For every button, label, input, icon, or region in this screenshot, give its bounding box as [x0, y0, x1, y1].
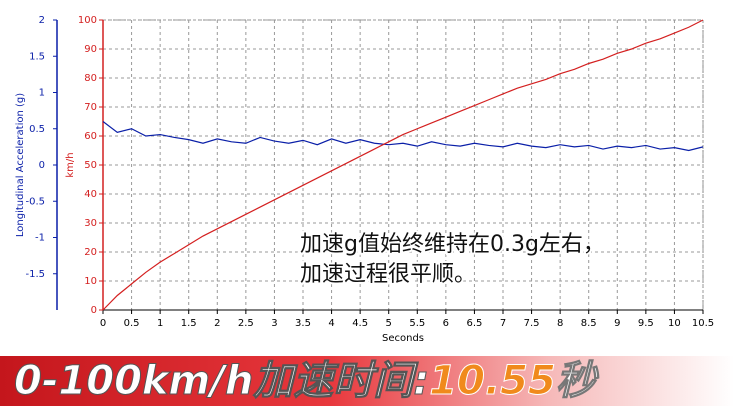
x-tick-label: 9.5	[638, 318, 654, 329]
y-axis-title: Longitudinal Acceleration (g)	[15, 93, 26, 237]
x-tick-label: 1.5	[181, 318, 197, 329]
y2-tick-label: 90	[84, 44, 97, 55]
x-axis-title: Seconds	[382, 333, 424, 344]
annotation: 加速过程很平顺。	[300, 262, 476, 287]
x-tick-label: 10	[668, 318, 681, 329]
banner-label: 0-100km/h加速时间:	[13, 358, 430, 405]
y-tick-label: -1.5	[25, 269, 45, 280]
chart: Longitudinal Acceleration (g) km/h Secon…	[15, 15, 714, 344]
y-tick-label: 2	[39, 15, 45, 26]
y2-tick-label: 80	[84, 73, 97, 84]
x-tick-label: 7	[500, 318, 506, 329]
y-tick-label: -1	[35, 233, 45, 244]
y2-tick-label: 70	[84, 102, 97, 113]
x-tick-label: 1	[157, 318, 163, 329]
x-tick-label: 8	[557, 318, 563, 329]
data-line	[102, 121, 704, 152]
x-tick-label: 10.5	[692, 318, 714, 329]
data-line	[102, 19, 704, 311]
y2-axis-title: km/h	[65, 152, 76, 177]
y2-tick-label: 40	[84, 189, 97, 200]
y2-tick-label: 50	[84, 160, 97, 171]
banner-value: 10.55	[429, 358, 557, 405]
y2-tick-label: 0	[91, 305, 97, 316]
y2-tick-label: 10	[84, 276, 97, 287]
x-tick-label: 5	[386, 318, 392, 329]
x-tick-label: 6	[443, 318, 449, 329]
x-tick-label: 5.5	[409, 318, 425, 329]
x-tick-label: 3	[271, 318, 277, 329]
y2-tick-label: 100	[78, 15, 97, 26]
x-tick-label: 4.5	[352, 318, 368, 329]
banner: 0-100km/h加速时间:10.55秒	[0, 356, 734, 406]
y2-tick-label: 60	[84, 131, 97, 142]
y-tick-label: 1.5	[29, 51, 45, 62]
x-tick-label: 4	[328, 318, 334, 329]
y-tick-label: 0	[39, 160, 45, 171]
y-tick-label: 1	[39, 88, 45, 99]
x-tick-label: 7.5	[524, 318, 540, 329]
y-tick-label: -0.5	[25, 196, 45, 207]
y-tick-label: 0.5	[29, 124, 45, 135]
x-tick-label: 2.5	[238, 318, 254, 329]
x-tick-label: 8.5	[581, 318, 597, 329]
x-tick-label: 0.5	[124, 318, 140, 329]
x-tick-label: 6.5	[466, 318, 482, 329]
y2-tick-label: 20	[84, 247, 97, 258]
x-tick-label: 3.5	[295, 318, 311, 329]
x-tick-label: 2	[214, 318, 220, 329]
annotation: 加速g值始终维持在0.3g左右，	[300, 232, 605, 257]
banner-unit: 秒	[555, 358, 596, 405]
y2-tick-label: 30	[84, 218, 97, 229]
x-tick-label: 9	[614, 318, 620, 329]
x-tick-label: 0	[100, 318, 106, 329]
